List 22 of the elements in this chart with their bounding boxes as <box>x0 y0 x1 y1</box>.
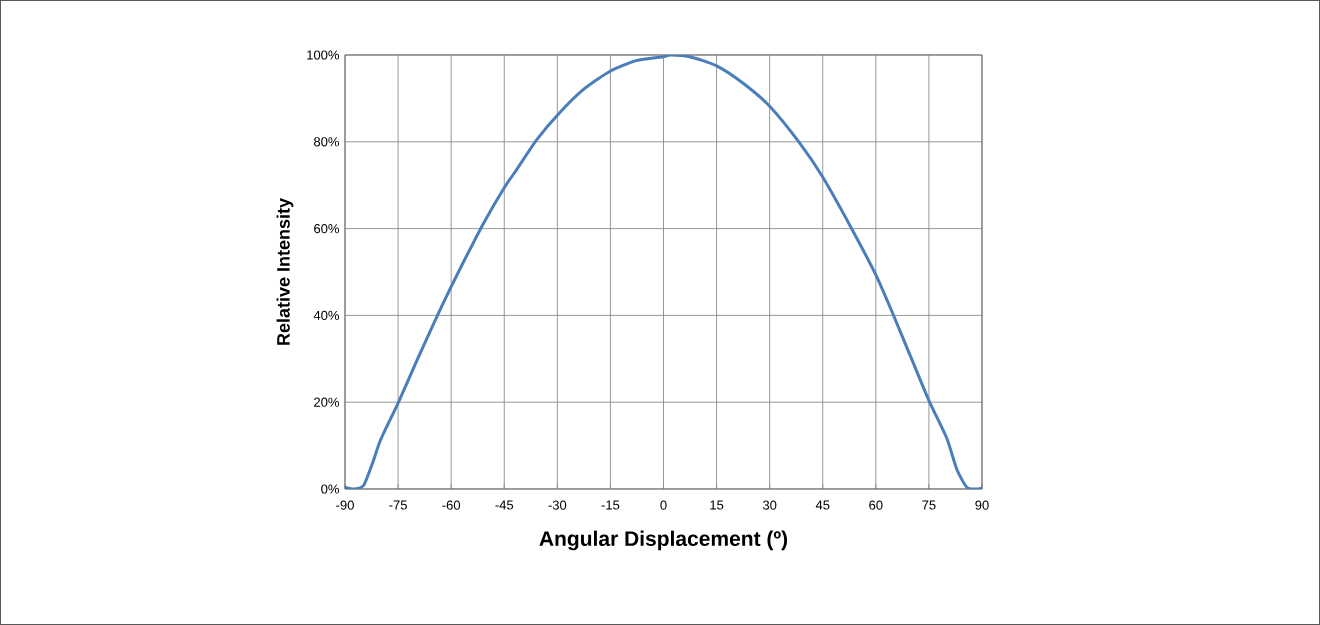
y-tick-label: 0% <box>321 484 340 494</box>
y-tick-label: 80% <box>314 137 340 147</box>
y-axis-title: Relative Intensity <box>276 198 294 345</box>
x-tick-label: 15 <box>710 500 724 510</box>
x-tick-label: 45 <box>815 500 830 510</box>
y-tick-label: 40% <box>313 310 340 320</box>
x-tick-label: 90 <box>975 500 989 510</box>
y-tick-label: 100% <box>307 50 340 60</box>
x-axis-title: Angular Displacement (º) <box>539 530 788 551</box>
line-series <box>345 55 982 489</box>
x-tick-label: 30 <box>762 500 777 510</box>
y-tick-label: 20% <box>314 397 340 407</box>
x-tick-label: -30 <box>548 500 567 510</box>
x-tick-label: 60 <box>869 500 883 510</box>
x-tick-label: -45 <box>495 500 514 510</box>
x-tick-label: -15 <box>601 500 620 510</box>
x-tick-label: -60 <box>442 500 461 510</box>
x-tick-label: -75 <box>389 500 407 510</box>
x-tick-label: -90 <box>336 500 354 510</box>
y-tick-label: 60% <box>314 223 340 234</box>
x-tick-label: 0 <box>660 500 667 510</box>
x-tick-label: 75 <box>922 500 936 510</box>
